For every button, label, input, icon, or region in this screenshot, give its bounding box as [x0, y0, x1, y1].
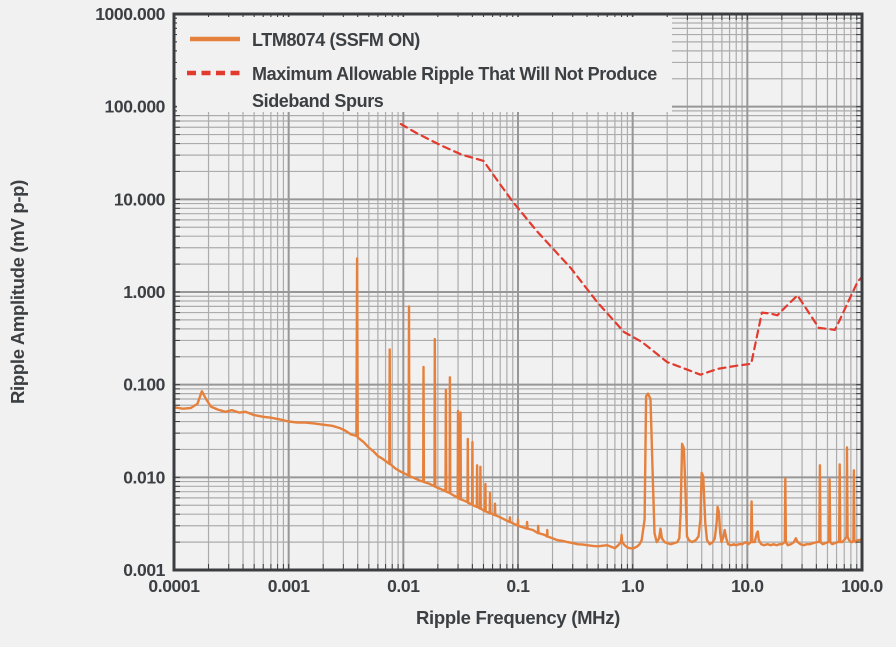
plot-border — [172, 12, 864, 572]
y-tick-label: 0.001 — [123, 560, 165, 580]
x-tick-label: 10.0 — [731, 576, 764, 596]
legend-label-max-ripple-line1: Maximum Allowable Ripple That Will Not P… — [252, 64, 657, 84]
y-tick-label: 0.100 — [123, 375, 165, 395]
y-tick-label: 0.010 — [123, 467, 165, 487]
series-max-allowable-ripple-line — [399, 122, 864, 376]
y-tick-label: 1000.000 — [95, 4, 165, 24]
legend-label-max-ripple-line2: Sideband Spurs — [252, 91, 384, 111]
series-layer — [172, 122, 864, 550]
x-tick-label: 0.01 — [387, 576, 420, 596]
x-tick-label: 0.0001 — [148, 576, 200, 596]
legend-label-ltm8074: LTM8074 (SSFM ON) — [252, 30, 420, 50]
legend: LTM8074 (SSFM ON) Maximum Allowable Ripp… — [177, 17, 672, 112]
y-tick-label: 10.000 — [114, 189, 166, 209]
y-tick-label: 100.000 — [105, 97, 166, 117]
x-tick-label: 0.001 — [268, 576, 310, 596]
tick-labels: 0.0001 0.001 0.01 0.1 1.0 10.0 100.01000.00010… — [95, 4, 884, 596]
y-axis-title: Ripple Amplitude (mV p-p) — [7, 180, 28, 404]
x-tick-label: 100.0 — [841, 576, 883, 596]
axis-titles: Ripple Amplitude (mV p-p) Ripple Frequen… — [7, 180, 620, 628]
y-tick-label: 1.000 — [123, 282, 165, 302]
x-axis-title: Ripple Frequency (MHz) — [416, 607, 620, 628]
plot-frame — [172, 12, 864, 572]
legend-background — [177, 17, 672, 112]
x-tick-label: 0.1 — [506, 576, 530, 596]
series-ltm8074-line — [172, 257, 864, 550]
x-tick-label: 1.0 — [621, 576, 645, 596]
